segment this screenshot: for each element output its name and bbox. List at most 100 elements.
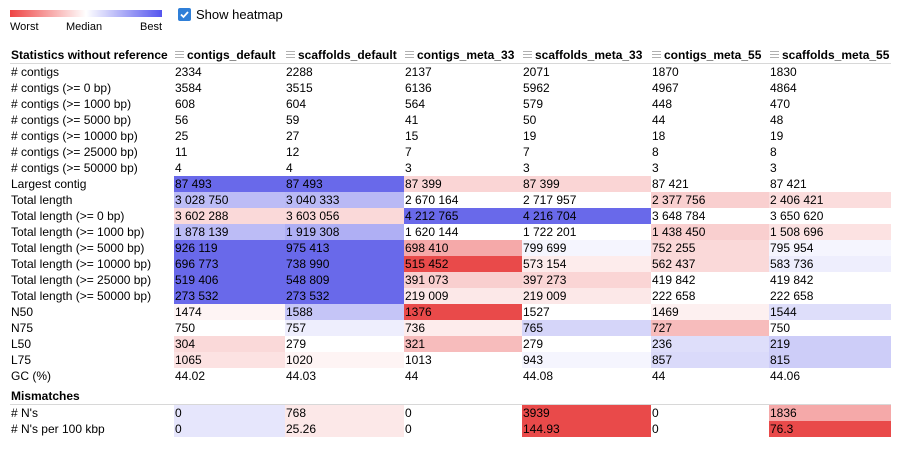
metric-label: # contigs (>= 50000 bp) [11,161,138,175]
table-cell: 3 028 750 [174,192,285,208]
metric-label: # contigs (>= 25000 bp) [11,145,138,159]
metric-label: # contigs (>= 0 bp) [11,81,112,95]
table-cell: 1836 [769,404,891,421]
table-cell: 41 [405,113,419,127]
column-header[interactable]: scaffolds_meta_55 [769,47,891,64]
table-cell: 44.06 [770,369,801,383]
table-cell: 1544 [769,304,891,320]
table-cell: 7 [523,145,530,159]
table-cell: 1065 [174,352,285,368]
column-header[interactable]: scaffolds_meta_33 [522,47,651,64]
table-cell: 7 [405,145,412,159]
table-row: # contigs (>= 25000 bp) 11 12 7 7 8 8 [10,144,891,160]
metric-label: Total length (>= 50000 bp) [11,289,152,303]
table-cell: 4864 [770,81,797,95]
table-cell: 2334 [175,65,202,79]
legend-gradient-bar [10,10,162,17]
table-cell: 1020 [285,352,404,368]
table-row: Total length (>= 0 bp) 3 602 288 3 603 056… [10,208,891,224]
table-cell: 8 [652,145,659,159]
table-cell: 4 216 704 [522,208,651,224]
table-cell: 273 532 [285,288,404,304]
table-cell: 304 [174,336,285,352]
table-cell: 519 406 [174,272,285,288]
column-header[interactable]: contigs_meta_33 [404,47,522,64]
table-cell: 2288 [286,65,313,79]
metric-label: Total length (>= 5000 bp) [11,241,145,255]
table-cell: 1376 [404,304,522,320]
show-heatmap-label: Show heatmap [196,7,283,22]
metric-label: Total length (>= 0 bp) [11,209,125,223]
drag-handle-icon[interactable] [652,51,661,60]
table-cell: 44 [652,113,666,127]
table-cell: 59 [286,113,300,127]
metric-label: # N's per 100 kbp [11,422,105,436]
table-cell: 87 493 [285,176,404,192]
table-cell: 87 399 [522,176,651,192]
column-header[interactable]: contigs_default [174,47,285,64]
heatmap-checkbox[interactable] [178,8,191,21]
table-cell: 727 [651,320,769,336]
table-cell: 2071 [523,65,550,79]
table-cell: 0 [174,421,285,437]
table-cell: 222 658 [651,288,769,304]
table-cell: 757 [285,320,404,336]
table-cell: 19 [523,129,537,143]
table-row: Total length (>= 25000 bp) 519 406 548 809… [10,272,891,288]
statistics-table-body: # contigs 2334 2288 2137 2071 1870 1830 # conti… [10,64,891,385]
metric-label: L50 [11,337,32,351]
table-cell: 0 [174,404,285,421]
show-heatmap-toggle[interactable]: Show heatmap [178,7,283,22]
table-cell: 975 413 [285,240,404,256]
table-cell: 4 [286,161,293,175]
drag-handle-icon[interactable] [405,51,414,60]
table-cell: 4 212 765 [404,208,522,224]
table-cell: 3515 [286,81,313,95]
table-cell: 3 602 288 [174,208,285,224]
table-cell: 219 009 [522,288,651,304]
table-cell: 1870 [652,65,679,79]
table-row: # contigs (>= 1000 bp) 608 604 564 579 448 470 [10,96,891,112]
drag-handle-icon[interactable] [770,51,779,60]
table-cell: 279 [285,336,404,352]
metric-label: # contigs (>= 5000 bp) [11,113,132,127]
drag-handle-icon[interactable] [175,51,184,60]
table-cell: 0 [651,421,769,437]
table-cell: 564 [405,97,426,111]
table-cell: 857 [651,352,769,368]
drag-handle-icon[interactable] [286,51,295,60]
table-cell: 765 [522,320,651,336]
table-cell: 608 [175,97,196,111]
table-cell: 1588 [285,304,404,320]
table-cell: 583 736 [769,256,891,272]
table-cell: 1 878 139 [174,224,285,240]
table-cell: 279 [522,336,651,352]
table-cell: 44.08 [523,369,554,383]
table-cell: 87 421 [651,176,769,192]
drag-handle-icon[interactable] [523,51,532,60]
legend-worst-label: Worst [10,21,39,33]
table-cell: 1 722 201 [522,224,651,240]
table-cell: 8 [770,145,777,159]
table-cell: 548 809 [285,272,404,288]
table-cell: 391 073 [404,272,522,288]
table-cell: 3 [652,161,659,175]
table-cell: 87 421 [769,176,891,192]
section-header-row: Mismatches [10,384,891,405]
checkmark-icon [180,11,189,19]
table-cell: 2 717 957 [522,192,651,208]
metric-label: # contigs (>= 10000 bp) [11,129,138,143]
table-cell: 2 406 421 [769,192,891,208]
table-cell: 579 [523,97,544,111]
table-row: Total length 3 028 750 3 040 333 2 670 164 2… [10,192,891,208]
table-cell: 87 493 [174,176,285,192]
table-cell: 562 437 [651,256,769,272]
metric-label: Total length (>= 10000 bp) [11,257,152,271]
table-cell: 44 [405,369,419,383]
table-cell: 144.93 [522,421,651,437]
table-cell: 419 842 [651,272,769,288]
column-header[interactable]: scaffolds_default [285,47,404,64]
heatmap-legend: Worst Median Best [10,10,162,35]
table-row: Total length (>= 10000 bp) 696 773 738 990… [10,256,891,272]
column-header[interactable]: contigs_meta_55 [651,47,769,64]
